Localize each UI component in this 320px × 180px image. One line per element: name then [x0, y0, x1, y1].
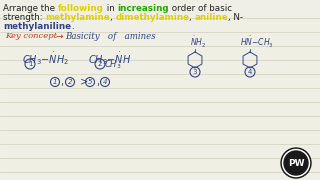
Circle shape [283, 150, 309, 177]
Text: →: → [55, 32, 62, 41]
Text: ,: , [60, 77, 64, 87]
Circle shape [281, 148, 311, 178]
Text: 2: 2 [98, 61, 102, 67]
Text: $CH_3{-}\dot{N}H_2$: $CH_3{-}\dot{N}H_2$ [22, 50, 69, 67]
Text: 4: 4 [248, 69, 252, 75]
Text: 1: 1 [53, 79, 57, 85]
Text: ,: , [96, 77, 99, 87]
Text: , N-: , N- [228, 13, 244, 22]
Text: methylaniline: methylaniline [3, 22, 71, 31]
Text: $CH_3{-}\dot{N}H$: $CH_3{-}\dot{N}H$ [88, 50, 131, 67]
Text: 3: 3 [193, 69, 197, 75]
Text: aniline: aniline [195, 13, 228, 22]
Text: >: > [77, 77, 92, 87]
Text: $H\dot{N}{-}CH_3$: $H\dot{N}{-}CH_3$ [240, 35, 274, 50]
Text: order of basic: order of basic [169, 4, 232, 13]
Text: strength:: strength: [3, 13, 45, 22]
Text: 5: 5 [88, 79, 92, 85]
Text: 2: 2 [68, 79, 72, 85]
Text: Key concept: Key concept [5, 32, 57, 40]
Text: .: . [71, 22, 74, 31]
Text: Arrange the: Arrange the [3, 4, 58, 13]
Text: ,: , [110, 13, 116, 22]
Text: $CH_3$: $CH_3$ [104, 58, 122, 71]
Text: PW: PW [288, 159, 304, 168]
Text: following: following [58, 4, 104, 13]
Text: dimethylamine: dimethylamine [116, 13, 189, 22]
Circle shape [284, 151, 308, 175]
Text: methylamine: methylamine [45, 13, 110, 22]
Text: increasing: increasing [117, 4, 169, 13]
Text: in: in [104, 4, 117, 13]
Text: $\dot{N}H_2$: $\dot{N}H_2$ [190, 35, 206, 50]
Text: Basicity   of   amines: Basicity of amines [65, 32, 156, 41]
Text: 4: 4 [103, 79, 107, 85]
Text: 1: 1 [28, 61, 32, 67]
Text: ,: , [189, 13, 195, 22]
